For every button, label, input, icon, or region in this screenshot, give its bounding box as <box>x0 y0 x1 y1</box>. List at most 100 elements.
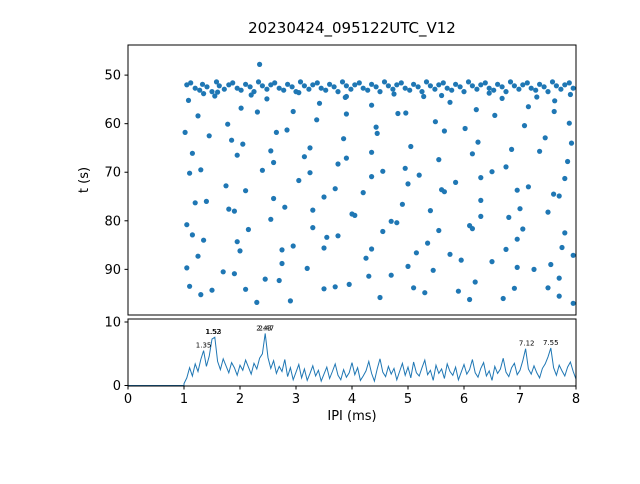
scatter-point <box>439 92 445 99</box>
scatter-point <box>197 87 203 93</box>
scatter-point <box>229 137 235 143</box>
scatter-point <box>399 201 405 207</box>
scatter-point <box>489 169 495 175</box>
scatter-point <box>542 135 548 141</box>
scatter-point <box>192 85 198 91</box>
scatter-point <box>436 82 442 88</box>
scatter-point <box>264 86 270 92</box>
scatter-point <box>520 82 526 88</box>
scatter-point <box>556 293 562 299</box>
scatter-point <box>517 206 523 212</box>
y-tick-label: 70 <box>104 166 121 181</box>
scatter-point <box>390 86 396 92</box>
scatter-point <box>301 154 307 160</box>
scatter-point <box>495 81 501 87</box>
scatter-point <box>516 86 522 92</box>
scatter-point <box>473 107 479 113</box>
peak-annotation-label: 1.52 <box>205 328 221 336</box>
scatter-point <box>439 187 445 193</box>
scatter-point <box>360 190 366 196</box>
scatter-point <box>195 253 201 259</box>
scatter-point <box>226 82 232 88</box>
scatter-point <box>570 85 576 91</box>
scatter-point <box>562 82 568 88</box>
scatter-point <box>198 167 204 173</box>
scatter-point <box>511 285 517 291</box>
scatter-point <box>289 84 295 90</box>
scatter-point <box>323 87 329 93</box>
scatter-point <box>551 108 557 115</box>
scatter-point <box>503 89 509 95</box>
scatter-point <box>455 288 461 294</box>
scatter-point <box>545 209 551 215</box>
peak-annotation-label: 2.47 <box>259 324 275 332</box>
scatter-point <box>321 194 327 200</box>
scatter-point <box>271 195 277 202</box>
scatter-point <box>419 89 425 95</box>
x-axis-label: IPI (ms) <box>327 409 376 424</box>
scatter-point <box>230 80 236 86</box>
scatter-point <box>245 226 251 233</box>
scatter-point <box>416 172 422 178</box>
scatter-point <box>373 124 379 130</box>
scatter-point <box>567 91 574 98</box>
scatter-point <box>281 87 287 93</box>
scatter-point <box>369 102 375 108</box>
scatter-point <box>465 79 472 85</box>
scatter-point <box>327 81 333 87</box>
scatter-point <box>310 207 316 213</box>
scatter-point <box>462 125 468 132</box>
scatter-point <box>570 300 576 306</box>
y-tick-label: 90 <box>104 263 121 278</box>
scatter-point <box>304 265 310 271</box>
scatter-point <box>343 111 349 117</box>
scatter-point <box>503 164 509 170</box>
scatter-point <box>556 193 562 199</box>
scatter-point <box>525 184 532 190</box>
scatter-point <box>478 197 484 203</box>
scatter-point <box>285 81 291 87</box>
scatter-point <box>551 191 557 197</box>
scatter-point <box>565 158 571 165</box>
scatter-point <box>279 260 285 267</box>
scatter-point <box>427 208 433 214</box>
scatter-point <box>243 188 249 194</box>
peak-annotations: 1.35 1.521.53 2.432.47 7.12 7.55 <box>196 324 559 349</box>
scatter-point <box>453 81 459 87</box>
scatter-point <box>290 108 296 115</box>
scatter-point <box>332 186 338 192</box>
scatter-point <box>388 218 394 224</box>
scatter-point <box>365 87 371 93</box>
x-tick-label: 1 <box>180 392 188 407</box>
scatter-point <box>514 187 520 193</box>
scatter-point <box>436 227 442 234</box>
scatter-point <box>366 273 372 279</box>
scatter-point <box>511 83 517 89</box>
scatter-point <box>411 81 417 87</box>
ipi-histogram-line <box>128 333 577 386</box>
x-tick-label: 2 <box>236 392 244 407</box>
scatter-point <box>553 83 560 89</box>
scatter-point <box>388 272 394 278</box>
scatter-point <box>570 252 576 258</box>
scatter-point <box>238 105 244 111</box>
scatter-point <box>507 79 514 85</box>
scatter-point <box>346 281 352 287</box>
scatter-point <box>534 94 540 100</box>
scatter-point <box>231 271 237 277</box>
scatter-point <box>469 226 475 232</box>
scatter-point <box>562 230 568 236</box>
scatter-point <box>221 86 227 92</box>
scatter-point <box>369 174 375 180</box>
scatter-point <box>282 204 288 210</box>
scatter-point <box>201 91 207 97</box>
peak-annotation-label: 7.55 <box>543 339 559 347</box>
scatter-point <box>381 79 388 85</box>
scatter-point <box>184 222 190 228</box>
scatter-point <box>499 95 505 101</box>
scatter-point <box>405 181 411 187</box>
scatter-point <box>474 86 480 92</box>
scatter-point <box>360 85 366 91</box>
scatter-point <box>403 110 409 116</box>
scatter-point <box>314 80 320 86</box>
